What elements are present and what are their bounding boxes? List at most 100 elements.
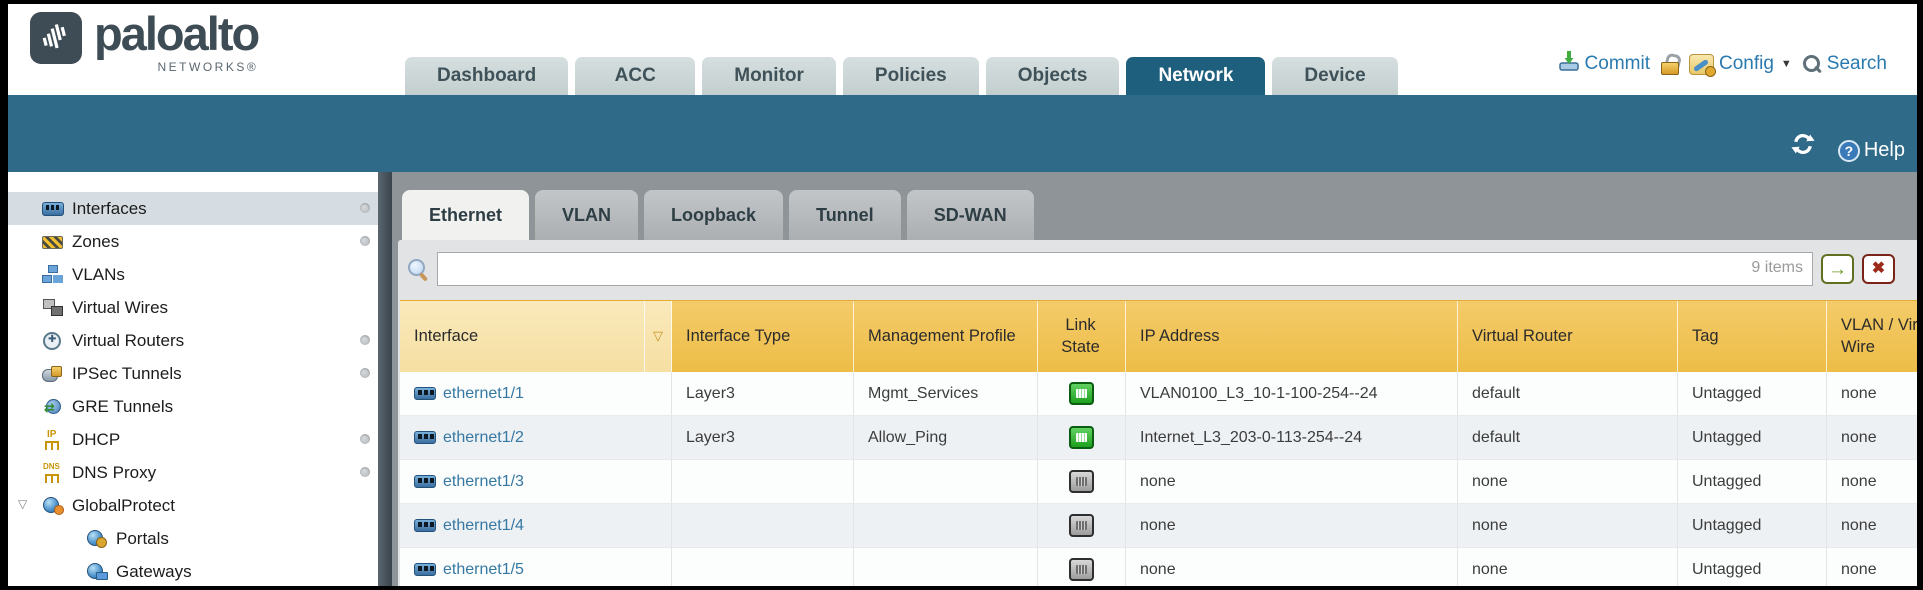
tab-vlan[interactable]: VLAN — [535, 190, 639, 240]
interface-link[interactable]: ethernet1/3 — [443, 472, 524, 490]
zones-icon — [42, 232, 64, 251]
interface-cell: ethernet1/1 — [400, 372, 672, 415]
status-dot — [360, 467, 370, 477]
table-row: ethernet1/5 none none Untagged none — [400, 548, 1917, 586]
column-header-virtual-router[interactable]: Virtual Router — [1458, 301, 1678, 372]
tab-policies[interactable]: Policies — [842, 57, 979, 95]
interface-icon — [414, 563, 436, 576]
column-header-tag[interactable]: Tag — [1678, 301, 1827, 372]
interface-cell: ethernet1/4 — [400, 504, 672, 547]
link-state-cell — [1038, 548, 1126, 586]
column-header-management-profile[interactable]: Management Profile — [854, 301, 1038, 372]
sort-dropdown[interactable]: ▽ — [645, 301, 672, 372]
tab-ethernet[interactable]: Ethernet — [402, 190, 530, 240]
interface-icon — [414, 475, 436, 488]
tab-sd-wan[interactable]: SD-WAN — [906, 190, 1034, 240]
virtual-router-cell: none — [1458, 460, 1678, 503]
config-icon — [1688, 53, 1716, 77]
items-count: 9 items — [1751, 259, 1803, 276]
interface-link[interactable]: ethernet1/4 — [443, 516, 524, 534]
tab-device[interactable]: Device — [1272, 57, 1398, 95]
search-button[interactable]: Search — [1802, 53, 1887, 75]
sidebar-item-gre-tunnels[interactable]: GRE Tunnels — [8, 390, 378, 423]
link-state-cell — [1038, 372, 1126, 415]
column-header-ip-address[interactable]: IP Address — [1126, 301, 1458, 372]
sidebar-item-virtual-wires[interactable]: Virtual Wires — [8, 291, 378, 324]
tab-objects[interactable]: Objects — [985, 57, 1120, 95]
interface-link[interactable]: ethernet1/2 — [443, 428, 524, 446]
sidebar-item-dns-proxy[interactable]: DNS Proxy — [8, 456, 378, 489]
tab-tunnel[interactable]: Tunnel — [789, 190, 901, 240]
ip-address-cell: none — [1126, 548, 1458, 586]
status-dot — [360, 203, 370, 213]
interface-link[interactable]: ethernet1/5 — [443, 560, 524, 578]
sidebar-item-gateways[interactable]: Gateways — [8, 555, 378, 586]
column-header-interface-type[interactable]: Interface Type — [672, 301, 854, 372]
vlan-virtual-wire-cell: none — [1827, 416, 1917, 459]
refresh-icon[interactable] — [1789, 133, 1817, 160]
interface-type-cell — [672, 460, 854, 503]
link-state-up-icon — [1069, 426, 1094, 449]
filter-search-icon — [406, 257, 429, 282]
vlan-virtual-wire-cell: none — [1827, 460, 1917, 503]
sidebar-item-globalprotect[interactable]: ▽ GlobalProtect — [8, 489, 378, 522]
commit-label: Commit — [1584, 53, 1650, 74]
gre-tunnels-icon — [42, 397, 64, 416]
tab-monitor[interactable]: Monitor — [702, 57, 836, 95]
search-icon — [1802, 54, 1822, 74]
interface-type-cell: Layer3 — [672, 372, 854, 415]
tab-network[interactable]: Network — [1126, 57, 1266, 95]
tab-acc[interactable]: ACC — [575, 57, 696, 95]
chevron-down-icon: ▼ — [1780, 58, 1792, 70]
lock-icon[interactable] — [1660, 54, 1679, 75]
globalprotect-icon — [42, 496, 64, 515]
table-row: ethernet1/3 none none Untagged none — [400, 460, 1917, 504]
content-panel: 9 items → ✖ Interface ▽ Interface Type Mana… — [398, 240, 1917, 586]
sidebar-item-ipsec-tunnels[interactable]: IPSec Tunnels — [8, 357, 378, 390]
link-state-cell — [1038, 460, 1126, 503]
ip-address-cell: none — [1126, 460, 1458, 503]
sidebar-item-portals[interactable]: Portals — [8, 522, 378, 555]
sidebar-item-dhcp[interactable]: DHCP — [8, 423, 378, 456]
column-header-interface[interactable]: Interface — [400, 301, 645, 372]
sidebar-scrollbar[interactable] — [378, 172, 392, 586]
sidebar-item-label: IPSec Tunnels — [72, 363, 182, 383]
sidebar-item-label: DNS Proxy — [72, 462, 157, 482]
config-label: Config — [1718, 53, 1774, 74]
link-state-cell — [1038, 416, 1126, 459]
tab-loopback[interactable]: Loopback — [644, 190, 784, 240]
sidebar-item-vlans[interactable]: VLANs — [8, 258, 378, 291]
sidebar-item-interfaces[interactable]: Interfaces — [8, 192, 378, 225]
link-state-down-icon — [1069, 558, 1094, 581]
apply-filter-button[interactable]: → — [1821, 254, 1854, 284]
expander-icon[interactable]: ▽ — [18, 497, 28, 511]
column-header-vlan-virtual-wire[interactable]: VLAN / Virtual Wire — [1827, 301, 1917, 372]
tab-dashboard[interactable]: Dashboard — [405, 57, 569, 95]
interface-link[interactable]: ethernet1/1 — [443, 384, 524, 402]
sub-header-bar: ? Help — [8, 95, 1917, 172]
clear-filter-button[interactable]: ✖ — [1862, 254, 1895, 284]
sidebar-item-virtual-routers[interactable]: Virtual Routers — [8, 324, 378, 357]
column-header-link-state[interactable]: Link State — [1038, 301, 1126, 372]
interface-type-cell — [672, 504, 854, 547]
arrow-right-icon: → — [1828, 258, 1847, 280]
status-dot — [360, 368, 370, 378]
link-state-up-icon — [1069, 382, 1094, 405]
sidebar-item-label: Zones — [72, 231, 120, 251]
help-button[interactable]: ? Help — [1837, 139, 1905, 162]
interface-cell: ethernet1/5 — [400, 548, 672, 586]
brand-tagline: NETWORKS® — [157, 59, 259, 74]
filter-input-wrap: 9 items — [437, 252, 1813, 286]
filter-input[interactable] — [437, 252, 1813, 286]
vlan-virtual-wire-cell: none — [1827, 548, 1917, 586]
table-row: ethernet1/1 Layer3 Mgmt_Services VLAN0100_L… — [400, 372, 1917, 416]
vlans-icon — [42, 265, 64, 284]
config-button[interactable]: Config ▼ — [1688, 53, 1792, 77]
interface-icon — [414, 519, 436, 532]
paloalto-logo-icon — [30, 12, 82, 64]
sidebar-item-zones[interactable]: Zones — [8, 225, 378, 258]
close-icon: ✖ — [1871, 260, 1886, 277]
commit-button[interactable]: Commit — [1558, 50, 1650, 78]
management-profile-cell: Mgmt_Services — [854, 372, 1038, 415]
sort-dropdown-icon: ▽ — [653, 328, 663, 344]
